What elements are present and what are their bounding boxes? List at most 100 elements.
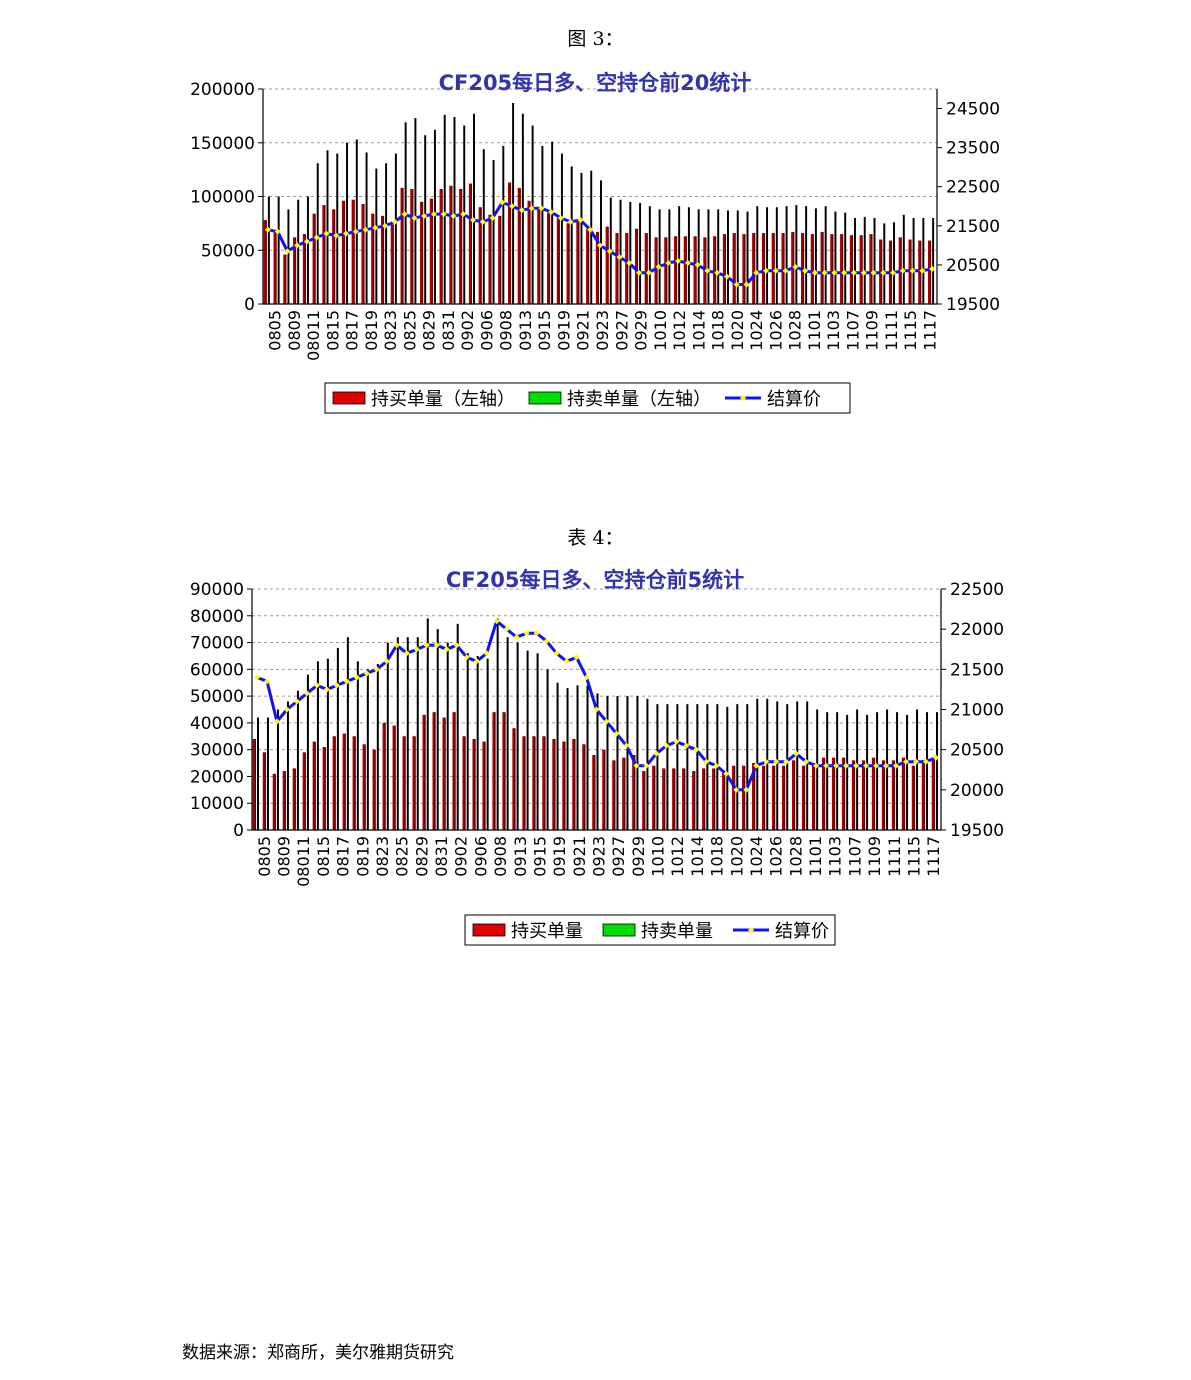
bar-sell <box>814 208 817 304</box>
bar-sell <box>586 685 589 830</box>
legend-swatch-buy <box>472 923 506 937</box>
x-tick-label: 1111 <box>885 836 904 877</box>
bar-sell <box>416 637 419 830</box>
bar-sell <box>626 696 629 830</box>
price-marker <box>413 646 420 653</box>
price-marker <box>883 762 890 769</box>
bar-buy-highlight <box>851 760 854 830</box>
x-tick-label: 0825 <box>400 310 419 351</box>
bar-buy-highlight <box>273 231 276 304</box>
price-marker <box>440 211 447 218</box>
bar-buy-highlight <box>472 738 475 830</box>
price-marker <box>870 269 877 276</box>
bar-buy-highlight <box>840 234 842 304</box>
price-marker <box>362 226 369 233</box>
price-marker <box>253 674 260 681</box>
bar-sell <box>836 712 839 830</box>
price-marker <box>343 230 350 237</box>
bar-sell <box>502 145 505 304</box>
bar-buy-highlight <box>682 768 684 830</box>
price-marker <box>643 762 650 769</box>
price-marker <box>821 269 828 276</box>
bar-sell <box>366 669 369 830</box>
bar-sell <box>446 642 449 830</box>
x-tick-label: 0915 <box>530 836 549 877</box>
x-tick-label: 1020 <box>727 836 746 877</box>
legend-price-marker <box>748 927 754 933</box>
bar-buy-highlight <box>262 752 265 830</box>
legend-swatch-buy <box>332 391 366 405</box>
bar-buy-highlight <box>782 765 784 830</box>
bar-buy-highlight <box>392 725 395 830</box>
bar-sell <box>896 712 899 830</box>
bar-buy-highlight <box>662 768 664 830</box>
legend-label: 持卖单量（左轴） <box>567 389 711 410</box>
price-marker <box>593 706 600 713</box>
bar-sell <box>266 717 269 830</box>
bar-sell <box>795 205 798 304</box>
price-marker <box>528 205 535 212</box>
bar-sell <box>826 712 829 830</box>
bar-buy-highlight <box>931 757 934 830</box>
y2-tick-label: 19500 <box>950 821 1004 841</box>
bar-sell <box>707 209 710 304</box>
price-marker <box>553 650 560 657</box>
bar-sell <box>906 714 909 830</box>
bar-sell <box>476 655 479 830</box>
price-marker <box>833 762 840 769</box>
x-tick-label: 0831 <box>439 310 458 351</box>
price-marker <box>802 267 809 274</box>
bar-sell <box>277 196 280 304</box>
bar-buy-highlight <box>592 755 595 830</box>
bar-sell <box>926 712 929 830</box>
price-marker <box>563 658 570 665</box>
bar-buy-highlight <box>683 236 686 304</box>
price-marker <box>421 213 428 220</box>
x-tick-label: 0919 <box>554 310 573 351</box>
x-tick-label: 0921 <box>574 310 593 351</box>
price-marker <box>683 742 690 749</box>
x-tick-label: 0823 <box>373 836 392 877</box>
figure-3-caption: 图 3： <box>567 28 624 50</box>
price-marker <box>675 258 682 264</box>
price-marker <box>903 758 910 765</box>
legend-label: 持买单量（左轴） <box>371 389 515 410</box>
bar-sell <box>512 102 515 304</box>
price-marker <box>433 642 440 649</box>
bar-sell <box>526 650 529 830</box>
x-tick-label: 1117 <box>924 836 943 877</box>
bar-sell <box>676 704 679 830</box>
x-tick-label: 0902 <box>458 310 477 351</box>
price-marker <box>890 269 897 276</box>
bar-buy-highlight <box>380 215 383 304</box>
price-marker <box>538 205 545 212</box>
x-tick-label: 0908 <box>497 310 516 351</box>
x-tick-label: 1026 <box>767 836 786 877</box>
x-tick-label: 1010 <box>651 310 670 351</box>
bar-buy-highlight <box>351 199 354 304</box>
bar-buy-highlight <box>849 235 852 304</box>
price-marker <box>714 269 721 276</box>
bar-buy-highlight <box>302 752 305 830</box>
bar-sell <box>576 685 579 830</box>
price-marker <box>533 630 540 637</box>
price-marker <box>694 261 701 268</box>
price-marker <box>373 666 380 673</box>
x-tick-label: 0815 <box>314 836 333 877</box>
price-marker <box>753 762 760 769</box>
bar-buy-highlight <box>712 768 714 830</box>
bar-sell <box>686 704 689 830</box>
price-marker <box>548 209 555 216</box>
bar-sell <box>846 714 849 830</box>
bar-sell <box>746 704 749 830</box>
price-marker <box>733 281 740 288</box>
price-marker <box>470 216 477 223</box>
bar-sell <box>697 209 700 304</box>
bar-buy-highlight <box>282 771 285 830</box>
bar-sell <box>696 704 699 830</box>
price-marker <box>343 678 350 685</box>
bar-sell <box>326 658 329 830</box>
x-tick-label: 0902 <box>452 836 471 877</box>
bar-sell <box>876 712 879 830</box>
bar-sell <box>766 698 769 830</box>
